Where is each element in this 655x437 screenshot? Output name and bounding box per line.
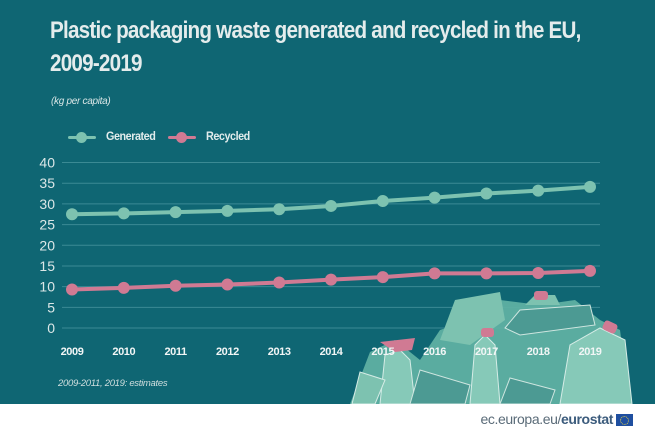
data-point-generated <box>584 180 596 193</box>
line-chart: 0 5 10 15 20 25 30 35 40 2009 2010 2011 2012 2013 201… <box>39 155 633 404</box>
series-generated <box>66 180 596 221</box>
y-tick-label: 15 <box>39 258 55 274</box>
data-point-generated <box>66 208 78 221</box>
data-point-generated <box>169 206 182 219</box>
data-point-generated <box>532 184 545 197</box>
data-point-recycled <box>480 267 493 280</box>
data-point-recycled <box>169 279 182 292</box>
y-tick-label: 25 <box>39 217 55 233</box>
data-point-recycled <box>376 271 389 284</box>
legend-label-recycled: Recycled <box>206 129 250 143</box>
legend-label-generated: Generated <box>106 129 156 143</box>
x-tick-label: 2012 <box>216 346 239 358</box>
y-tick-label: 5 <box>47 299 55 315</box>
x-tick-label: 2013 <box>268 346 291 358</box>
data-point-generated <box>221 204 234 217</box>
x-tick-label: 2014 <box>320 346 344 358</box>
y-tick-label: 10 <box>39 279 55 295</box>
bottle-cap-icon <box>534 291 548 300</box>
x-tick-label: 2009 <box>61 346 84 358</box>
data-point-recycled <box>532 266 545 279</box>
footer-brand: eurostat <box>560 411 613 427</box>
chart-subtitle: (kg per capita) <box>51 96 111 107</box>
data-point-generated <box>376 194 389 207</box>
footer-site: ec.europa.eu/ <box>480 411 562 427</box>
chart-title: Plastic packaging waste generated and re… <box>50 14 652 80</box>
data-point-generated <box>480 187 493 200</box>
y-tick-label: 40 <box>39 155 55 171</box>
x-tick-label: 2015 <box>371 346 394 358</box>
eu-flag-icon <box>616 414 633 426</box>
eurostat-link[interactable]: ec.europa.eu/eurostat <box>480 411 614 427</box>
x-axis: 2009 2010 2011 2012 2013 2014 2015 2016 2017 2018… <box>61 346 603 358</box>
x-tick-label: 2017 <box>475 346 498 358</box>
legend-marker-generated <box>76 132 87 143</box>
data-point-recycled <box>325 273 337 286</box>
x-tick-label: 2011 <box>164 346 187 358</box>
data-point-generated <box>428 191 441 204</box>
x-tick-label: 2019 <box>579 346 602 358</box>
data-point-recycled <box>428 267 441 280</box>
y-axis: 0 5 10 15 20 25 30 35 40 <box>39 155 55 337</box>
x-tick-label: 2016 <box>423 346 446 358</box>
chart-title-line1: Plastic packaging waste generated and re… <box>50 17 581 44</box>
data-point-generated <box>273 203 286 216</box>
y-tick-label: 35 <box>39 175 55 191</box>
data-point-recycled <box>273 276 286 289</box>
data-point-generated <box>117 207 130 220</box>
chart-title-line2: 2009-2019 <box>50 50 143 77</box>
data-point-generated <box>325 199 337 212</box>
series-recycled <box>66 264 596 296</box>
data-point-recycled <box>221 278 234 291</box>
x-tick-label: 2010 <box>112 346 135 358</box>
x-tick-label: 2018 <box>527 346 550 358</box>
plastic-bottles-illustration <box>350 291 633 404</box>
series-lines <box>66 180 596 296</box>
data-point-recycled <box>66 283 78 296</box>
y-tick-label: 20 <box>39 237 55 253</box>
legend-marker-recycled <box>176 132 187 143</box>
y-tick-label: 30 <box>39 196 55 212</box>
data-point-recycled <box>117 281 130 294</box>
estimates-note: 2009-2011, 2019: estimates <box>58 378 168 389</box>
data-point-recycled <box>584 264 596 277</box>
y-tick-label: 0 <box>47 320 55 336</box>
